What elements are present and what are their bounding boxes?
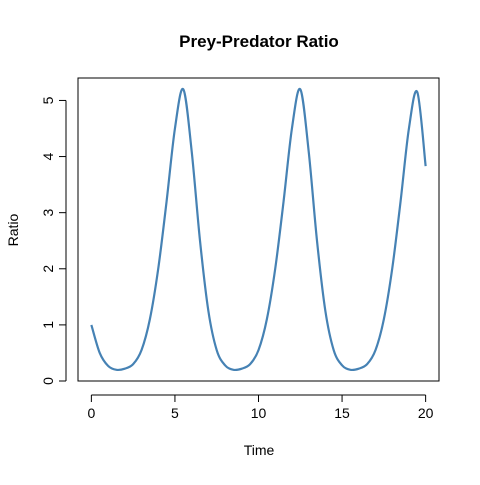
chart-title: Prey-Predator Ratio [179, 32, 339, 51]
x-axis-label: Time [244, 442, 275, 458]
plot-box [77, 77, 440, 382]
y-axis-label: Ratio [5, 213, 21, 246]
y-tick-label: 4 [40, 152, 56, 160]
x-tick-label: 5 [171, 405, 179, 421]
y-tick-label: 2 [40, 265, 56, 273]
y-tick-label: 3 [40, 209, 56, 217]
y-tick-label: 0 [40, 377, 56, 385]
y-tick-label: 1 [40, 321, 56, 329]
x-tick-label: 10 [251, 405, 267, 421]
data-line [90, 87, 427, 372]
y-tick-label: 5 [40, 96, 56, 104]
x-tick-label: 20 [418, 405, 434, 421]
x-tick-label: 15 [334, 405, 350, 421]
x-tick-label: 0 [87, 405, 95, 421]
